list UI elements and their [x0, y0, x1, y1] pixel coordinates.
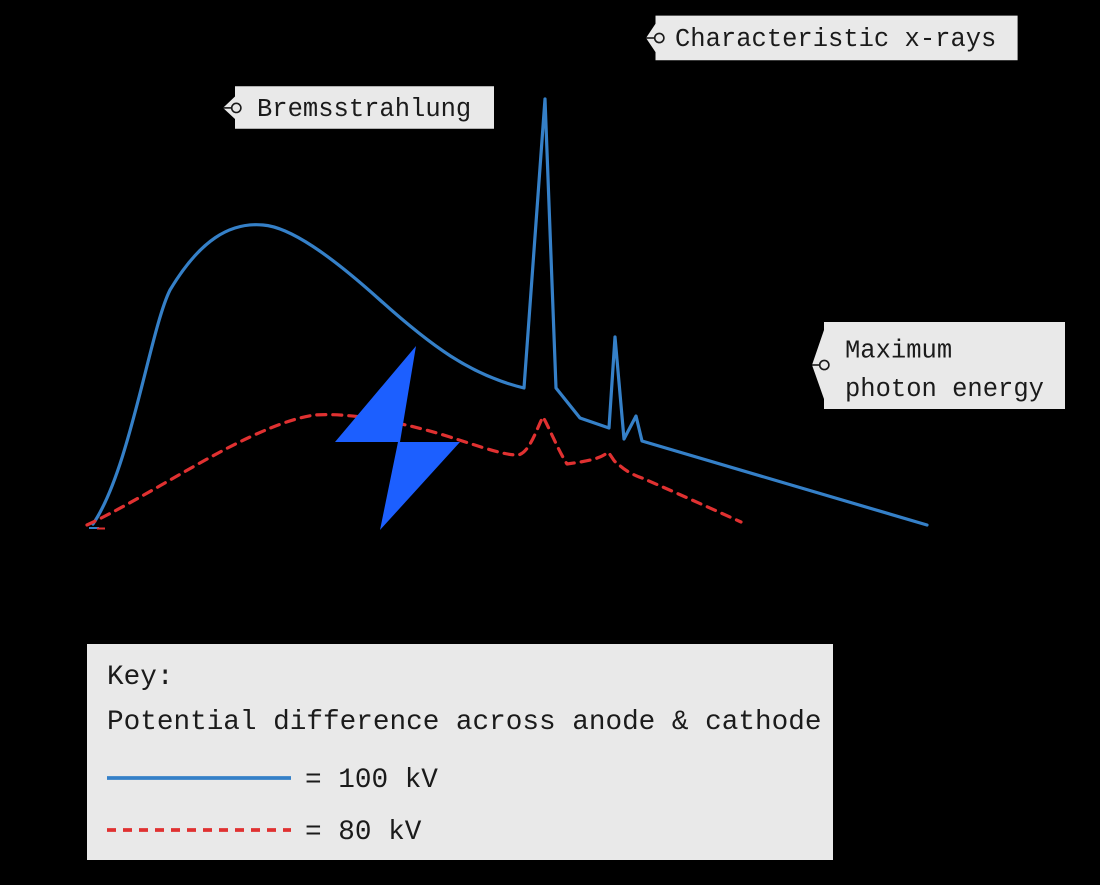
svg-text:Maximum: Maximum [845, 337, 952, 366]
svg-text:= 80 kV: = 80 kV [305, 817, 422, 848]
svg-text:Key:: Key: [107, 662, 173, 693]
svg-text:Potential difference across an: Potential difference across anode & cath… [107, 707, 821, 738]
svg-text:Characteristic x-rays: Characteristic x-rays [675, 25, 996, 54]
svg-text:photon energy: photon energy [845, 375, 1044, 404]
svg-text:= 100 kV: = 100 kV [305, 765, 438, 796]
svg-text:Bremsstrahlung: Bremsstrahlung [257, 95, 471, 124]
